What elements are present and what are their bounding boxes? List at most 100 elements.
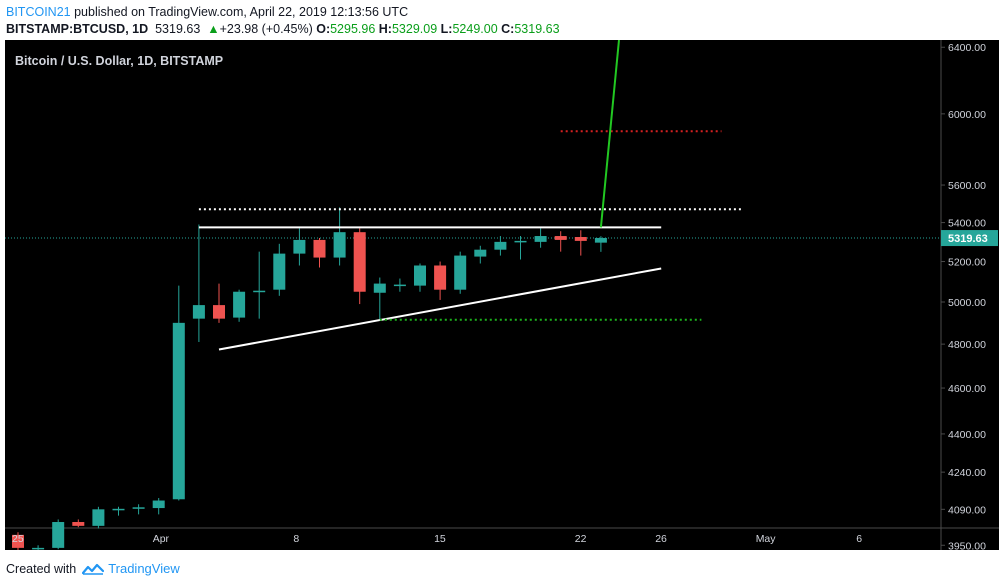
- y-tick-label: 4240.00: [948, 467, 986, 479]
- y-tick-label: 5400.00: [948, 218, 986, 230]
- candle[interactable]: [534, 228, 547, 248]
- chart-background: [5, 40, 941, 528]
- close-label: C:: [501, 22, 515, 36]
- open-value: 5295.96: [330, 22, 376, 36]
- candle-body: [333, 232, 346, 258]
- candle[interactable]: [333, 207, 346, 266]
- candle-body: [474, 249, 487, 257]
- candle[interactable]: [353, 228, 366, 305]
- candle[interactable]: [253, 251, 266, 319]
- candle[interactable]: [574, 230, 587, 256]
- x-tick-label: 26: [655, 533, 667, 545]
- x-tick-label: Apr: [153, 533, 170, 545]
- candle[interactable]: [393, 278, 406, 292]
- candle-body: [273, 253, 286, 290]
- x-tick-label: 22: [575, 533, 587, 545]
- candle-body: [172, 322, 185, 500]
- candle[interactable]: [233, 289, 246, 322]
- open-label: O:: [316, 22, 331, 36]
- tradingview-brand[interactable]: TradingView: [108, 561, 180, 576]
- candle-body: [72, 522, 85, 526]
- price-chart[interactable]: Bitcoin / U.S. Dollar, 1D, BITSTAMP 6800…: [0, 40, 1004, 550]
- candle-body: [434, 265, 447, 290]
- y-tick-label: 6000.00: [948, 109, 986, 121]
- price-change: +23.98 (+0.45%): [219, 22, 313, 36]
- time-axis[interactable]: [5, 528, 999, 550]
- candle-body: [32, 547, 45, 550]
- high-value: 5329.09: [391, 22, 438, 36]
- candle-body: [514, 240, 527, 243]
- x-tick-label: 15: [434, 533, 446, 545]
- candle-body: [253, 290, 266, 293]
- last-price: 5319.63: [155, 22, 201, 36]
- candle-body: [554, 236, 567, 240]
- projection-line: [599, 40, 620, 228]
- candle[interactable]: [434, 261, 447, 300]
- candle-body: [373, 283, 386, 293]
- candle[interactable]: [454, 251, 467, 294]
- publish-header: BITCOIN21 published on TradingView.com, …: [6, 5, 408, 19]
- candle-body: [152, 500, 165, 509]
- y-tick-label: 3950.00: [948, 540, 986, 550]
- tradingview-logo-icon: [82, 563, 105, 575]
- y-tick-label: 6400.00: [948, 42, 986, 54]
- candle[interactable]: [414, 263, 426, 292]
- candle[interactable]: [172, 285, 185, 501]
- y-tick-label: 4400.00: [948, 429, 986, 441]
- change-arrow-icon: ▲: [207, 22, 220, 36]
- candle[interactable]: [192, 224, 205, 342]
- candle[interactable]: [152, 498, 165, 515]
- candle[interactable]: [514, 236, 527, 260]
- candle-body: [454, 255, 467, 290]
- price-tag-label: 5319.63: [948, 233, 988, 245]
- author-link[interactable]: BITCOIN21: [6, 5, 71, 19]
- footer: Created with TradingView: [6, 561, 180, 576]
- low-label: L:: [440, 22, 453, 36]
- y-tick-label: 5200.00: [948, 257, 986, 269]
- candle[interactable]: [112, 506, 125, 516]
- candle[interactable]: [132, 504, 145, 515]
- price-axis[interactable]: [941, 40, 999, 528]
- x-tick-label: 6: [856, 533, 862, 545]
- candle-body: [494, 241, 507, 250]
- candle[interactable]: [313, 237, 326, 268]
- candle[interactable]: [213, 283, 225, 323]
- candle-body: [574, 237, 587, 241]
- x-tick-label: 25: [12, 533, 24, 545]
- y-tick-label: 5000.00: [948, 297, 986, 309]
- candle[interactable]: [594, 236, 607, 252]
- candle-body: [52, 522, 65, 548]
- candle-body: [132, 507, 145, 509]
- support-trendline: [218, 267, 662, 351]
- candle-body: [112, 508, 125, 511]
- y-tick-label: 4600.00: [948, 383, 986, 395]
- created-with-label: Created with: [6, 561, 77, 576]
- candle[interactable]: [293, 228, 306, 266]
- candle[interactable]: [92, 506, 105, 529]
- candle[interactable]: [474, 245, 487, 264]
- publish-info: published on TradingView.com, April 22, …: [70, 5, 409, 19]
- chart-title: Bitcoin / U.S. Dollar, 1D, BITSTAMP: [15, 54, 223, 68]
- candle-body: [92, 509, 105, 526]
- candle[interactable]: [373, 277, 386, 321]
- symbol-label: BITSTAMP:BTCUSD, 1D: [6, 22, 149, 36]
- x-tick-label: May: [756, 533, 777, 545]
- candle-body: [12, 534, 24, 548]
- low-value: 5249.00: [452, 22, 498, 36]
- candle-body: [414, 265, 426, 286]
- y-tick-label: 4800.00: [948, 339, 986, 351]
- candle-body: [293, 239, 306, 254]
- candle[interactable]: [554, 231, 567, 252]
- x-tick-label: 8: [293, 533, 299, 545]
- price-tag: [941, 230, 998, 247]
- symbol-header: BITSTAMP:BTCUSD, 1D 5319.63 ▲+23.98 (+0.…: [6, 22, 560, 36]
- y-tick-label: 4090.00: [948, 504, 986, 516]
- candle[interactable]: [12, 532, 24, 550]
- candle[interactable]: [72, 519, 85, 528]
- candle-body: [213, 305, 225, 319]
- candle[interactable]: [52, 519, 65, 550]
- candle[interactable]: [32, 545, 45, 550]
- candle[interactable]: [273, 243, 286, 296]
- candle[interactable]: [494, 236, 507, 256]
- high-label: H:: [378, 22, 392, 36]
